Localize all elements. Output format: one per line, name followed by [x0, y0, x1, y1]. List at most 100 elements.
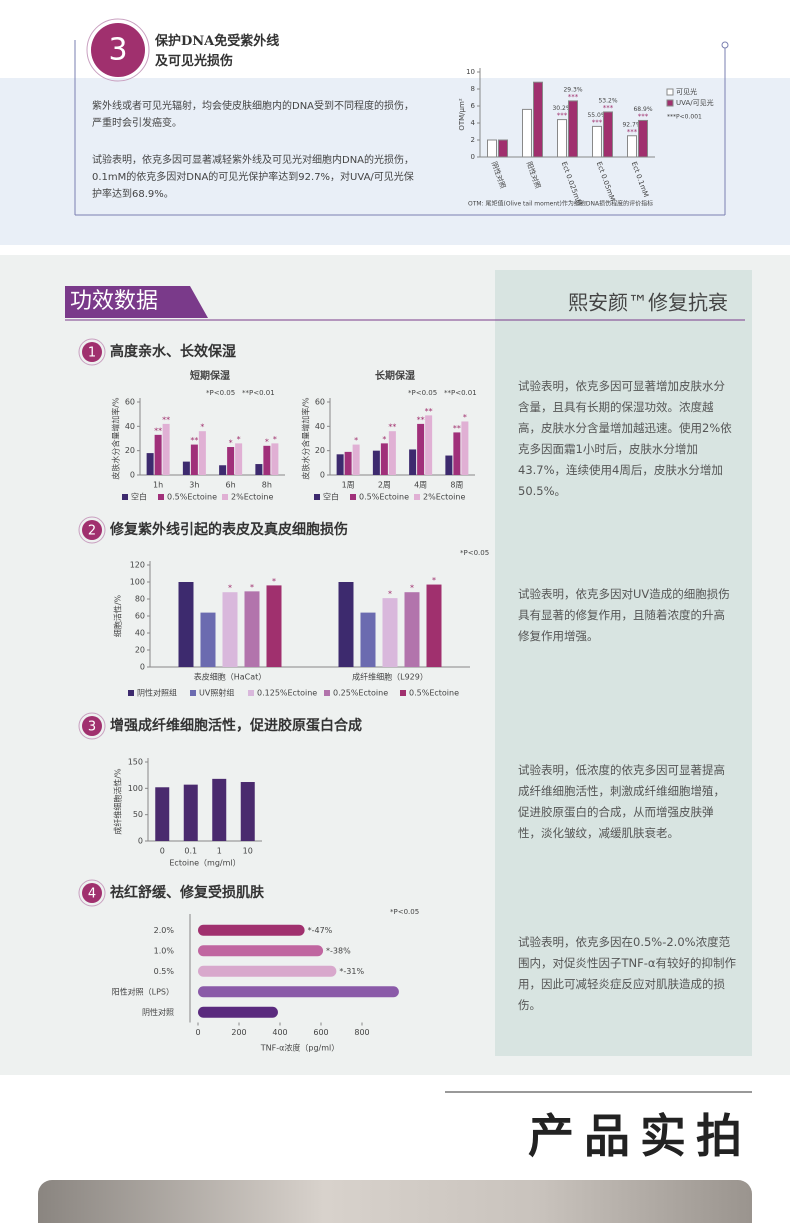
bar [190, 444, 198, 475]
item-number: 2 [88, 524, 96, 539]
legend-label: 2%Ectoine [231, 493, 273, 502]
y-tick-label: 阴性对照 [142, 1007, 174, 1017]
item-number: 1 [88, 346, 96, 361]
y-tick-label: 40 [315, 422, 325, 431]
y-tick-label: 0 [471, 153, 475, 161]
annotation: 92.7% [622, 121, 641, 128]
bar [344, 451, 352, 475]
y-tick-label: 4 [471, 119, 476, 127]
x-tick-label: 成纤维细胞（L929） [352, 672, 428, 682]
y-tick-label: 1.0% [154, 946, 175, 955]
bar [445, 455, 453, 475]
significance: ** [425, 407, 433, 416]
bar [183, 784, 198, 841]
item-title: 高度亲水、长效保湿 [110, 343, 236, 360]
annotation: 53.2% [598, 97, 617, 104]
chart-title: 长期保湿 [375, 369, 415, 382]
bar [198, 924, 305, 936]
significance: * [273, 435, 277, 444]
x-tick-label: 400 [272, 1028, 287, 1037]
bar [244, 591, 260, 667]
significance: * [200, 423, 204, 432]
significance: ** [453, 424, 461, 433]
bar [219, 465, 227, 475]
y-tick-label: 0.5% [154, 967, 175, 976]
y-tick-label: 0 [130, 471, 135, 480]
y-tick-label: 60 [315, 398, 325, 407]
significance: * [354, 436, 358, 445]
number-badge [91, 23, 145, 77]
y-axis-label: OTM/μm² [458, 98, 466, 130]
y-tick-label: 10 [466, 68, 475, 76]
y-tick-label: 50 [133, 810, 143, 819]
significance: ** [162, 415, 170, 424]
legend-label: UVA/可见光 [676, 98, 714, 107]
bar [638, 119, 648, 158]
x-tick-label: 10 [243, 847, 253, 856]
significance: *** [638, 112, 649, 120]
x-tick-label: 3h [189, 481, 199, 490]
title-line: 保护DNA免受紫外线 [155, 34, 280, 49]
legend-swatch [190, 690, 196, 696]
note: *P<0.05 [390, 908, 419, 916]
significance: *** [627, 128, 638, 136]
annotation: *-47% [308, 926, 333, 935]
significance: *** [557, 112, 568, 120]
y-tick-label: 0 [138, 837, 143, 846]
bar [240, 782, 255, 841]
legend-label: 阴性对照组 [137, 688, 177, 698]
legend-label: 0.5%Ectoine [167, 493, 217, 502]
y-tick-label: 8 [471, 85, 475, 93]
side-panel [495, 270, 752, 1056]
bar [266, 585, 282, 667]
bar [338, 582, 354, 667]
number-ring [78, 338, 106, 366]
legend-swatch [158, 494, 164, 500]
significance: * [463, 413, 467, 422]
significance: * [432, 576, 436, 585]
y-tick-label: 120 [130, 561, 145, 570]
item-text: 试验表明，依克多因可显著增加皮肤水分含量，且具有长期的保湿功效。浓度越高，皮肤水… [518, 379, 732, 498]
legend-label: 0.5%Ectoine [409, 689, 459, 698]
significance: ** [388, 423, 396, 432]
legend-swatch [248, 690, 254, 696]
bar [235, 443, 243, 475]
legend-swatch [222, 494, 228, 500]
x-tick-label: 2周 [378, 481, 391, 490]
bar [461, 421, 469, 475]
y-axis-label: 成纤维细胞活性/% [113, 768, 123, 835]
bar [627, 135, 637, 158]
significance: *** [603, 104, 614, 112]
x-tick-label: 6h [226, 481, 236, 490]
legend-swatch [122, 494, 128, 500]
bar [200, 612, 216, 667]
bar [603, 111, 613, 158]
number-ring [78, 516, 106, 544]
significance: * [265, 437, 269, 446]
paragraph: 试验表明，依克多因可显著减轻紫外线及可见光对细胞内DNA的光损伤，0.1mM的依… [92, 155, 415, 200]
item-number: 4 [88, 887, 96, 902]
footnote: OTM: 尾矩值(Olive tail moment)作为细胞DNA损伤程度的评… [468, 200, 653, 208]
bar [426, 584, 442, 667]
legend-swatch [666, 99, 674, 107]
x-tick-label: Ect 0.05mM [595, 161, 617, 203]
legend-label: 0.5%Ectoine [359, 493, 409, 502]
bar [352, 444, 360, 475]
x-tick-label: 600 [313, 1028, 328, 1037]
bar [178, 582, 194, 667]
x-axis-label: TNF-α浓度（pg/ml） [260, 1043, 340, 1053]
annotation: *-31% [339, 967, 364, 976]
note: *P<0.05 [408, 389, 437, 397]
bar [198, 986, 399, 998]
significance: * [272, 577, 276, 586]
significance: *** [592, 118, 603, 126]
item-title: 修复紫外线引起的表皮及真皮细胞损伤 [109, 521, 348, 538]
x-tick-label: 0.1 [184, 847, 197, 856]
y-tick-label: 2 [471, 136, 475, 144]
y-tick-label: 60 [125, 398, 135, 407]
section-number: 3 [108, 33, 127, 68]
bar [557, 119, 567, 158]
bar [487, 139, 497, 158]
legend-label: 空白 [131, 492, 147, 502]
